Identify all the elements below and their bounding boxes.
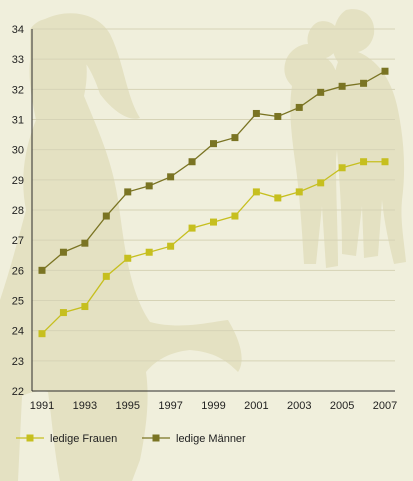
data-point: [188, 224, 196, 232]
data-point: [360, 79, 368, 87]
data-point: [102, 272, 110, 280]
y-tick-label: 25: [12, 296, 24, 308]
legend-item: ledige Frauen: [16, 433, 117, 445]
y-tick-label: 28: [12, 205, 24, 217]
data-point: [317, 88, 325, 96]
legend-label: ledige Frauen: [50, 433, 117, 445]
data-point: [59, 309, 67, 317]
data-point: [317, 179, 325, 187]
data-point: [295, 103, 303, 111]
y-tick-label: 30: [12, 145, 24, 157]
data-point: [145, 248, 153, 256]
legend-label: ledige Männer: [176, 433, 246, 445]
x-tick-label: 1999: [201, 400, 225, 412]
data-point: [252, 109, 260, 117]
data-point: [167, 242, 175, 250]
legend-marker: [152, 434, 160, 442]
y-tick-label: 26: [12, 265, 24, 277]
x-tick-label: 1993: [73, 400, 97, 412]
series-ledige-maenner: [38, 67, 389, 274]
y-tick-label: 34: [12, 24, 24, 36]
x-tick-label: 1995: [116, 400, 140, 412]
legend: ledige Frauen ledige Männer: [16, 433, 246, 445]
data-point: [210, 218, 217, 226]
x-axis-tick-labels: 1991 1993 1995 1997 1999 2001 2003 2005 2007: [30, 400, 397, 412]
axes: [31, 29, 395, 392]
data-point: [274, 112, 282, 120]
x-tick-label: 1997: [158, 400, 182, 412]
data-point: [252, 188, 260, 196]
data-point: [381, 67, 389, 75]
data-point: [124, 254, 132, 262]
y-tick-label: 33: [12, 54, 24, 66]
data-point: [38, 266, 46, 274]
data-point: [81, 239, 89, 247]
background-silhouettes: [0, 9, 406, 481]
data-point: [38, 330, 46, 338]
data-point: [59, 248, 67, 256]
data-point: [124, 188, 132, 196]
data-point: [274, 194, 282, 202]
x-tick-label: 2005: [330, 400, 354, 412]
series-ledige-frauen: [38, 158, 389, 338]
y-axis-tick-labels: 22 23 24 25 26 27 28 29 30 31 32 33 34: [12, 24, 24, 398]
data-point: [231, 134, 239, 142]
data-point: [360, 158, 368, 166]
data-point: [381, 158, 389, 166]
woman-hair-image: [30, 13, 140, 119]
data-series: [38, 67, 389, 338]
legend-marker: [26, 434, 34, 442]
data-point: [81, 303, 89, 311]
data-point: [338, 164, 346, 172]
data-point: [145, 182, 153, 190]
y-tick-label: 23: [12, 356, 24, 368]
y-tick-label: 29: [12, 175, 24, 187]
x-tick-label: 2007: [373, 400, 397, 412]
y-tick-label: 32: [12, 84, 24, 96]
adult-silhouette-image: [331, 9, 406, 264]
data-point: [338, 82, 346, 90]
horizontal-gridlines: [32, 28, 395, 362]
x-tick-label: 2001: [244, 400, 268, 412]
legend-item: ledige Männer: [142, 433, 246, 445]
data-point: [102, 212, 110, 220]
woman-silhouette-image: [0, 18, 242, 481]
y-tick-label: 31: [12, 115, 24, 127]
y-tick-label: 24: [12, 326, 24, 338]
data-point: [210, 140, 217, 148]
y-tick-label: 22: [12, 386, 24, 398]
data-point: [188, 158, 196, 166]
data-point: [231, 212, 239, 220]
data-point: [167, 173, 175, 181]
y-tick-label: 27: [12, 235, 24, 247]
child-silhouette-image: [284, 21, 341, 269]
data-point: [295, 188, 303, 196]
x-tick-label: 2003: [287, 400, 311, 412]
x-tick-label: 1991: [30, 400, 54, 412]
